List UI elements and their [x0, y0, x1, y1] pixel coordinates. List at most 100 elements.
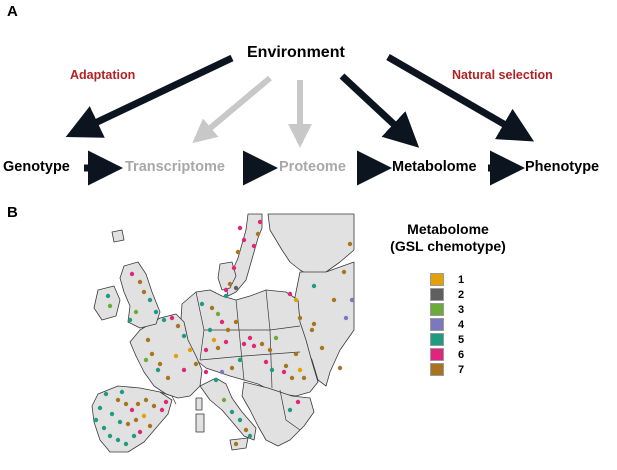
sample-dot-chemotype-7: [337, 365, 343, 371]
sample-dot-chemotype-7: [145, 337, 151, 343]
legend-label-3: 3: [458, 303, 465, 316]
sample-dot-chemotype-7: [209, 305, 215, 311]
sample-dot-chemotype-4: [349, 297, 355, 303]
sample-dot-chemotype-7: [235, 249, 241, 255]
sample-dot-chemotype-5: [161, 317, 167, 323]
panel-b-label: B: [7, 204, 18, 221]
sample-dot-chemotype-7: [347, 241, 353, 247]
sample-dot-chemotype-6: [251, 343, 257, 349]
node-phenotype: Phenotype: [525, 159, 600, 175]
sample-dot-chemotype-6: [219, 319, 225, 325]
node-proteome: Proteome: [279, 159, 346, 175]
legend-swatch-4: [430, 318, 444, 331]
node-transcriptome: Transcriptome: [125, 159, 225, 175]
sample-dot-chemotype-7: [165, 375, 171, 381]
sample-dot-chemotype-7: [229, 365, 235, 371]
landmass-balkans: [241, 381, 315, 447]
sample-dot-chemotype-5: [147, 297, 153, 303]
border-7: [279, 389, 301, 431]
sample-dot-chemotype-6: [223, 339, 229, 345]
border-2: [235, 299, 245, 381]
sample-dot-chemotype-7: [225, 327, 231, 333]
sample-dot-chemotype-3: [107, 303, 113, 309]
sample-dot-chemotype-6: [257, 219, 263, 225]
sample-dot-chemotype-4: [219, 369, 225, 375]
sample-dot-chemotype-5: [237, 417, 243, 423]
legend-label-1: 1: [458, 273, 465, 286]
sample-dot-chemotype-7: [143, 397, 149, 403]
panel-a-arrows: [65, 53, 535, 186]
sample-dot-chemotype-5: [229, 409, 235, 415]
sample-dot-chemotype-7: [137, 279, 143, 285]
legend-swatch-1: [430, 273, 444, 286]
sample-dots: [93, 219, 355, 447]
sample-dot-chemotype-6: [203, 347, 209, 353]
sample-dot-chemotype-7: [233, 319, 239, 325]
legend-item-3: 3: [430, 302, 464, 317]
legend-title-line1: Metabolome: [407, 221, 489, 237]
environment-label: Environment: [247, 44, 345, 61]
sample-dot-chemotype-6: [159, 407, 165, 413]
sample-dot-chemotype-3: [273, 335, 279, 341]
sample-dot-chemotype-5: [123, 441, 129, 447]
sample-dot-chemotype-6: [263, 359, 269, 365]
sample-dot-chemotype-7: [309, 327, 315, 333]
landmass-sicily: [229, 437, 249, 451]
border-6: [159, 391, 177, 405]
sample-dot-chemotype-4: [343, 315, 349, 321]
sample-dot-chemotype-5: [287, 407, 293, 413]
sample-dot-chemotype-5: [115, 437, 121, 443]
sample-dot-chemotype-7: [157, 361, 163, 367]
sample-dot-chemotype-5: [207, 327, 213, 333]
sample-dot-chemotype-5: [109, 411, 115, 417]
sample-dot-chemotype-7: [115, 397, 121, 403]
sample-dot-chemotype-7: [297, 315, 303, 321]
sample-dot-chemotype-7: [227, 281, 233, 287]
sample-dot-chemotype-6: [295, 399, 301, 405]
sample-dot-chemotype-7: [319, 345, 325, 351]
sample-dot-chemotype-7: [193, 361, 199, 367]
sample-dot-chemotype-7: [215, 345, 221, 351]
sample-dot-chemotype-7: [267, 347, 273, 353]
sample-dot-chemotype-1: [187, 347, 193, 353]
node-metabolome: Metabolome: [392, 159, 477, 175]
sample-dot-chemotype-5: [131, 433, 137, 439]
sample-dot-chemotype-5: [237, 357, 243, 363]
sample-dot-chemotype-5: [103, 391, 109, 397]
sample-dot-chemotype-5: [119, 389, 125, 395]
sample-dot-chemotype-6: [169, 315, 175, 321]
sample-dot-chemotype-7: [243, 427, 249, 433]
sample-dot-chemotype-7: [141, 289, 147, 295]
sample-dot-chemotype-6: [163, 399, 169, 405]
sample-dot-chemotype-6: [203, 369, 209, 375]
sample-dot-chemotype-1: [173, 353, 179, 359]
sample-dot-chemotype-3: [143, 357, 149, 363]
sample-dot-chemotype-6: [181, 367, 187, 373]
sample-dot-chemotype-5: [153, 309, 159, 315]
legend-item-5: 5: [430, 332, 464, 347]
sample-dot-chemotype-5: [181, 333, 187, 339]
arrow-environment-to-phenotype: [386, 53, 535, 142]
sample-dot-chemotype-5: [117, 419, 123, 425]
legend-title: Metabolome (GSL chemotype): [378, 221, 518, 255]
legend-label-7: 7: [458, 363, 465, 376]
landmass-central: [179, 289, 319, 397]
legend-item-7: 7: [430, 362, 464, 377]
legend-item-2: 2: [430, 287, 464, 302]
sample-dot-chemotype-3: [133, 309, 139, 315]
sample-dot-chemotype-7: [301, 375, 307, 381]
legend-swatch-5: [430, 333, 444, 346]
arrow-environment-to-metabolome: [339, 73, 420, 148]
legend: 1 2 3 4 5 6 7: [430, 272, 464, 377]
sample-dot-chemotype-7: [135, 401, 141, 407]
sample-dot-chemotype-7: [341, 269, 347, 275]
legend-label-5: 5: [458, 333, 465, 346]
sample-dot-chemotype-7: [233, 441, 239, 447]
border-5: [199, 351, 301, 361]
sample-dot-chemotype-6: [241, 341, 247, 347]
sample-dot-chemotype-6: [129, 271, 135, 277]
sample-dot-chemotype-2: [233, 285, 239, 291]
sample-dot-chemotype-5: [105, 293, 111, 299]
sample-dot-chemotype-1: [297, 367, 303, 373]
